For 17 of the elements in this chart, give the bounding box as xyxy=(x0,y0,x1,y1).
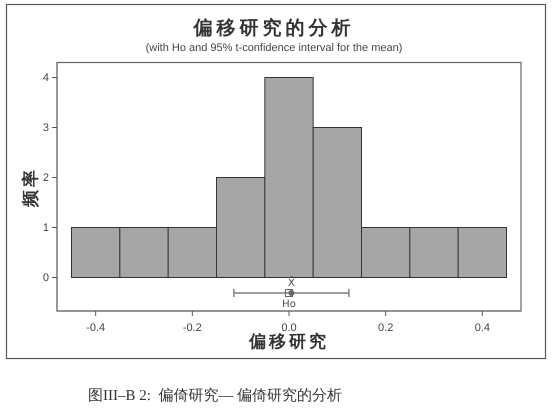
y-tick-label: 1 xyxy=(42,222,49,234)
x-axis-title: 偏移研究 xyxy=(248,332,329,351)
chart-title: 偏移研究的分析 xyxy=(192,17,354,39)
y-tick-label: 3 xyxy=(42,122,49,134)
x-tick-label: 0.2 xyxy=(378,322,394,334)
y-tick-label: 0 xyxy=(42,272,49,284)
y-axis-title: 频率 xyxy=(21,166,40,208)
y-tick-label: 4 xyxy=(42,72,49,84)
series-label: Ho xyxy=(282,299,296,310)
x-tick-label: -0.4 xyxy=(86,322,106,334)
x-tick-label: -0.2 xyxy=(182,322,202,334)
x-tick-label: 0.0 xyxy=(281,322,297,334)
chart-subtitle: (with Ho and 95% t-confidence interval for the mean) xyxy=(146,42,402,54)
y-tick-label: 2 xyxy=(42,172,49,184)
series-label: X̄ xyxy=(288,276,295,289)
text: 图III–B 2: 偏倚研究— 偏倚研究的分析 xyxy=(88,387,342,404)
x-tick-label: 0.4 xyxy=(474,322,490,334)
